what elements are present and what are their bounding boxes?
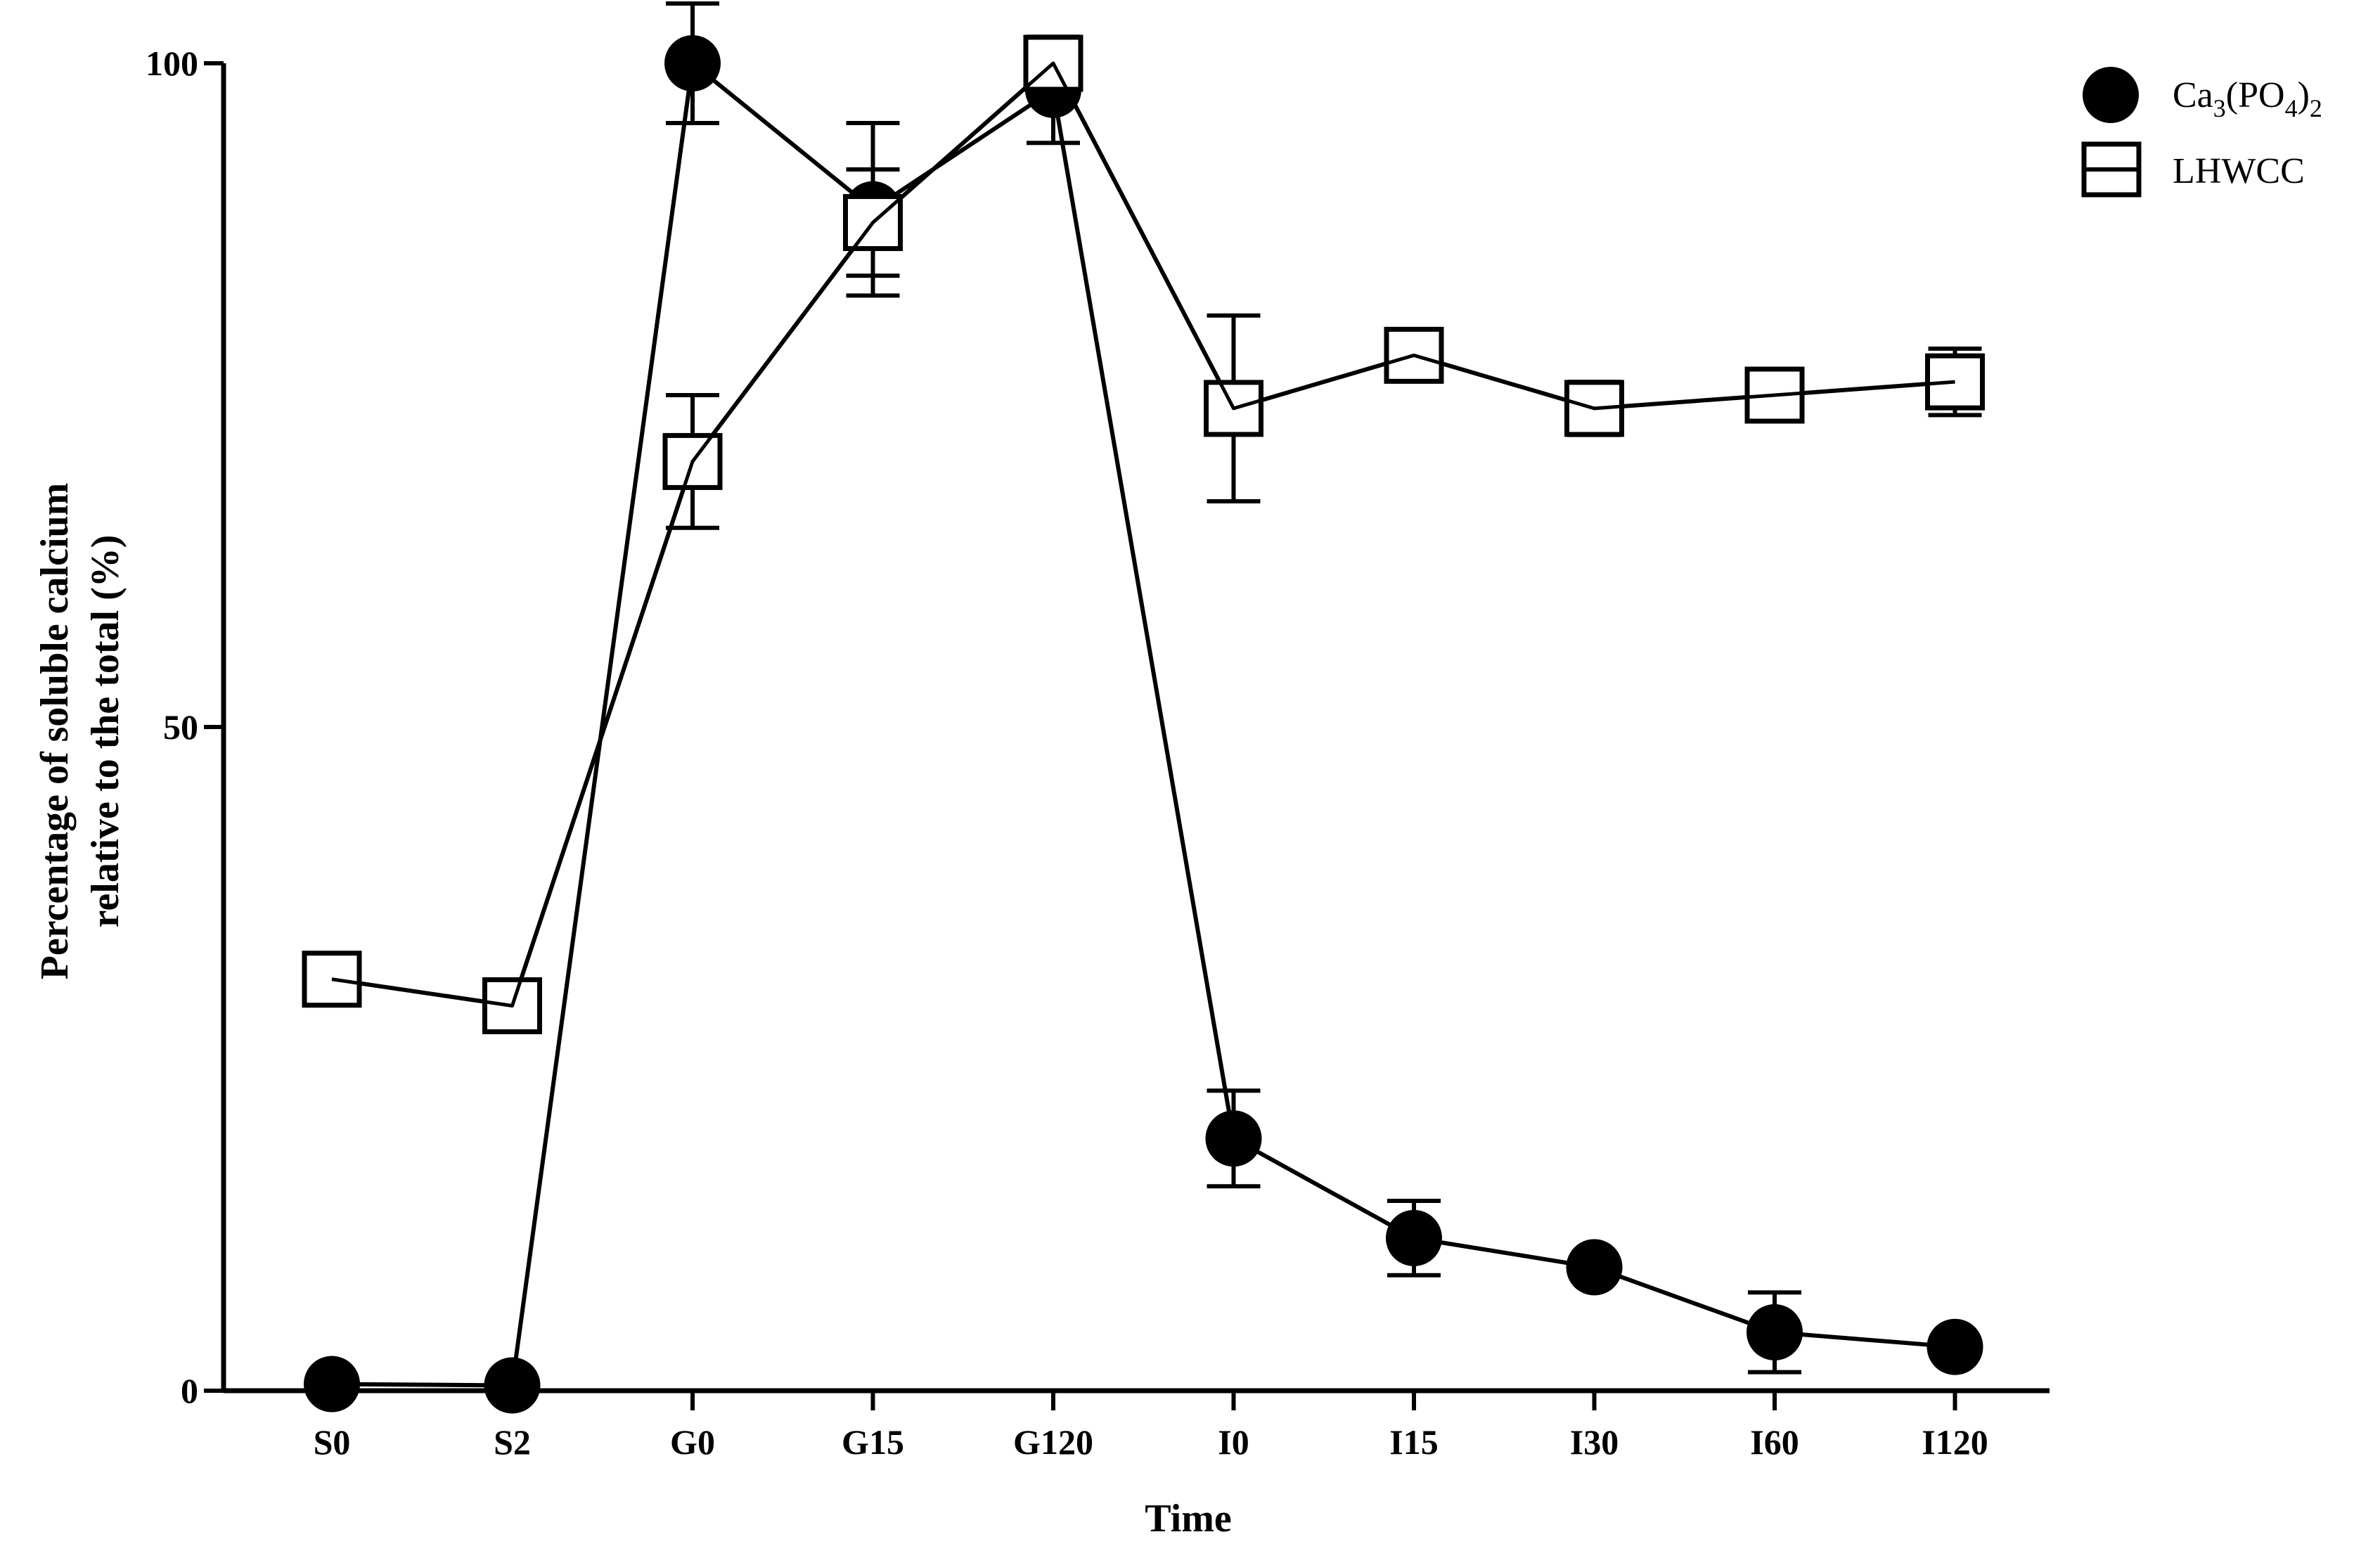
x-tick-label: S2	[494, 1422, 531, 1462]
x-tick-label: I15	[1389, 1422, 1438, 1462]
data-markers	[302, 34, 1985, 1414]
data-point-ca3po42	[1926, 1318, 1983, 1375]
x-tick-label: I120	[1922, 1422, 1988, 1462]
legend-sub-3: 3	[2213, 94, 2226, 122]
axes: 0 50 100 S0 S2 G0 G15 G120 I0 I15 I30 I60 I120	[146, 44, 2050, 1462]
x-axis-title: Time	[1145, 1497, 1231, 1540]
y-axis-title-line-1: Percentage of soluble calcium	[33, 483, 77, 980]
data-point-ca3po42	[304, 1356, 360, 1412]
legend-item-lhwcc: LHWCC	[2081, 141, 2305, 198]
series-lines	[331, 61, 1955, 1388]
data-point-ca3po42	[484, 1357, 541, 1414]
x-tick-label: I60	[1750, 1422, 1799, 1462]
series-line-lhwcc-overlay	[331, 61, 1955, 1008]
y-tick-label: 50	[163, 707, 198, 747]
y-axis-title-line-2: relative to the total (%)	[84, 535, 127, 928]
x-tick-label: G0	[670, 1422, 715, 1462]
legend-sub-4: 4	[2285, 94, 2298, 122]
y-axis-title: Percentage of soluble calcium relative t…	[33, 483, 127, 980]
data-point-ca3po42	[664, 35, 721, 91]
legend-po-text: (PO	[2226, 75, 2285, 115]
x-tick-label: G120	[1013, 1422, 1093, 1462]
x-tick-label: S0	[314, 1422, 351, 1462]
series-line-lhwcc	[331, 61, 1955, 1008]
legend-close-paren: )	[2298, 75, 2310, 115]
data-point-ca3po42	[1566, 1239, 1623, 1296]
legend: Ca3(PO4)2 LHWCC	[2081, 67, 2322, 198]
x-tick-label: G15	[842, 1422, 904, 1462]
legend-sub-2: 2	[2310, 94, 2322, 122]
legend-marker-filled-circle	[2083, 67, 2139, 123]
x-tick-label: I30	[1570, 1422, 1619, 1462]
y-tick-label: 100	[146, 44, 198, 83]
x-tick-label: I0	[1218, 1422, 1249, 1462]
legend-label-ca3po42: Ca3(PO4)2	[2173, 75, 2322, 122]
legend-label-lhwcc: LHWCC	[2173, 151, 2305, 191]
y-tick-label: 0	[181, 1371, 198, 1410]
series-line-ca3po42	[331, 61, 1955, 1388]
data-point-ca3po42	[1747, 1304, 1803, 1360]
legend-item-ca3po42: Ca3(PO4)2	[2083, 67, 2322, 123]
data-point-ca3po42	[1386, 1209, 1442, 1266]
data-point-lhwcc	[662, 432, 723, 490]
legend-ca-text: Ca	[2173, 75, 2213, 115]
data-point-ca3po42	[1205, 1110, 1262, 1167]
